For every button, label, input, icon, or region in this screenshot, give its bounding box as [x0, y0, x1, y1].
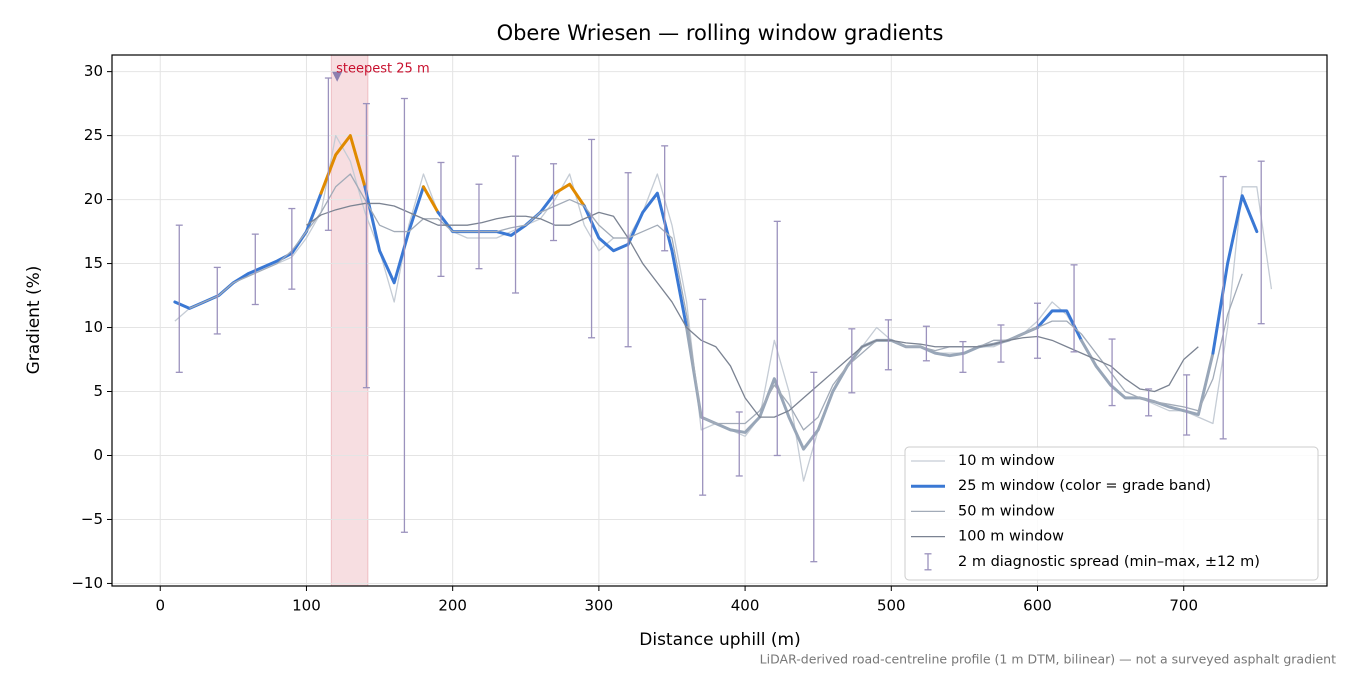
y-tick-label: 20 [84, 190, 103, 208]
y-axis-label: Gradient (%) [24, 266, 44, 375]
series-line [421, 185, 440, 214]
series-line [1211, 194, 1259, 355]
error-bar [959, 340, 967, 373]
error-bar [1034, 302, 1042, 359]
y-tick-label: 5 [93, 382, 103, 400]
x-tick-label: 300 [585, 597, 614, 615]
error-bar [588, 138, 596, 339]
error-bar [661, 145, 669, 252]
error-bar [699, 298, 707, 496]
y-tick-label: 0 [93, 446, 103, 464]
legend-swatch [924, 553, 932, 571]
error-bar [550, 163, 558, 242]
error-bar [1183, 374, 1191, 436]
x-tick-label: 600 [1023, 597, 1052, 615]
error-bar [400, 97, 408, 533]
highlight-band [330, 54, 369, 587]
error-bar [810, 371, 818, 563]
error-bar [1219, 175, 1227, 440]
y-tick-label: −5 [81, 510, 103, 528]
series-line [173, 191, 323, 310]
series-line [1036, 309, 1083, 342]
error-bar [773, 220, 781, 457]
legend-label: 10 m window [958, 453, 1055, 469]
y-tick-label: 15 [84, 254, 103, 272]
error-bar [324, 77, 332, 231]
y-tick-label: 25 [84, 126, 103, 144]
legend-label: 100 m window [958, 529, 1064, 545]
y-tick-label: 10 [84, 318, 103, 336]
error-bar [1257, 160, 1265, 325]
x-tick-label: 100 [292, 597, 321, 615]
error-bar [175, 224, 183, 373]
series-line [363, 185, 425, 285]
error-bar [1145, 388, 1153, 417]
x-tick-label: 400 [731, 597, 760, 615]
error-bar [735, 411, 743, 477]
x-tick-label: 500 [877, 597, 906, 615]
y-tick-label: 30 [84, 62, 103, 80]
legend-label: 2 m diagnostic spread (min–max, ±12 m) [958, 554, 1260, 570]
error-bar [251, 233, 259, 306]
legend-label: 50 m window [958, 503, 1055, 519]
steepest-marker [332, 71, 343, 82]
error-bar [624, 172, 632, 348]
plot-frame [111, 54, 1328, 587]
series-line [189, 173, 1243, 431]
series-line [553, 182, 586, 208]
series-line [306, 202, 1199, 418]
error-bar [475, 183, 483, 270]
annotation: steepest 25 m [336, 61, 429, 76]
error-bar [884, 319, 892, 371]
legend-label: 25 m window (color = grade band) [958, 478, 1211, 494]
error-bar [848, 328, 856, 394]
error-bar [922, 325, 930, 362]
error-bar [1070, 264, 1078, 353]
chart-title: Obere Wriesen — rolling window gradients [497, 21, 944, 45]
x-tick-label: 200 [438, 597, 467, 615]
legend-box [904, 446, 1319, 581]
x-tick-label: 700 [1169, 597, 1198, 615]
error-bar [437, 161, 445, 278]
error-bar [997, 324, 1005, 363]
error-bar [512, 155, 520, 294]
y-tick-label: −10 [71, 574, 103, 592]
error-bar [362, 102, 370, 389]
x-tick-label: 0 [155, 597, 165, 615]
footnote: LiDAR-derived road-centreline profile (1… [760, 652, 1336, 667]
series-line [582, 191, 689, 330]
error-bar [288, 207, 296, 290]
error-bar [213, 266, 221, 335]
error-bar [1108, 338, 1116, 407]
x-axis-label: Distance uphill (m) [639, 630, 800, 650]
